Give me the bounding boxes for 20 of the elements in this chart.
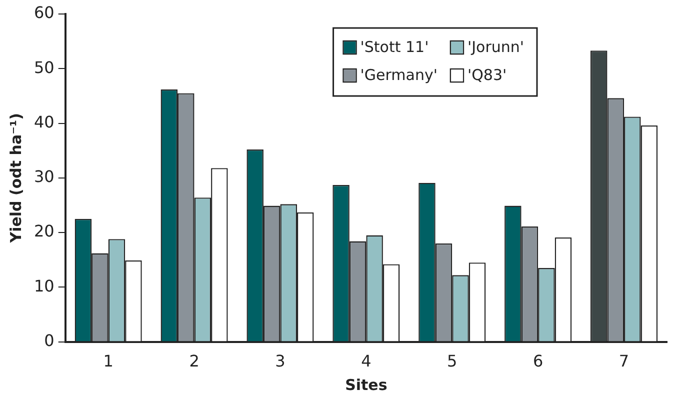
legend-label: 'Stott 11'	[360, 38, 429, 56]
x-tick-label: 7	[618, 352, 630, 371]
y-tick-label: 20	[34, 222, 54, 241]
x-tick-label: 4	[361, 352, 372, 371]
legend-label: 'Germany'	[360, 66, 438, 84]
y-tick-label: 60	[34, 3, 54, 22]
x-tick-label: 1	[103, 352, 114, 371]
y-tick-label: 50	[34, 58, 54, 77]
x-tick-label: 6	[532, 352, 544, 371]
x-tick-label: 3	[275, 352, 286, 371]
y-tick-label: 10	[34, 276, 54, 296]
x-axis-title: Sites	[345, 376, 388, 394]
y-tick-label: 30	[34, 167, 54, 186]
y-tick-label: 40	[34, 112, 54, 132]
x-tick-label: 2	[189, 352, 200, 371]
legend-label: 'Q83'	[467, 66, 507, 84]
legend-label: 'Jorunn'	[467, 38, 524, 56]
y-axis-title: Yield (odt ha⁻¹)	[6, 113, 25, 244]
x-tick-label: 5	[447, 352, 458, 371]
y-tick-label: 0	[44, 330, 54, 350]
